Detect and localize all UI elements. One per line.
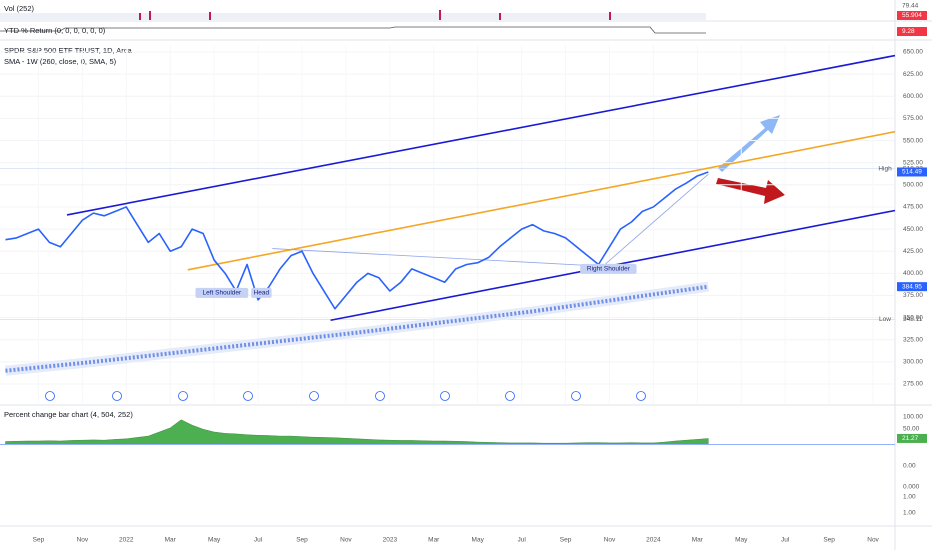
scale-label: 1.00 [903, 510, 916, 517]
trend-line [272, 248, 603, 267]
price-line [5, 171, 709, 310]
x-tick-label: Mar [165, 537, 177, 544]
annotation: Head [254, 290, 270, 297]
y-tick-label: 300.00 [903, 359, 923, 366]
dividend-markers [45, 391, 646, 401]
pane-title: Vol (252) [4, 4, 35, 13]
pane-title: Percent change bar chart (4, 504, 252) [4, 410, 133, 419]
pane-title: YTD % Return (0, 0, 0, 0, 0, 0) [4, 26, 106, 35]
y-tick-label: 450.00 [903, 226, 923, 233]
up-arrow [718, 115, 780, 172]
x-tick-label: Nov [867, 537, 879, 544]
x-tick-label: Mar [692, 537, 704, 544]
y-tick-label: 325.00 [903, 336, 923, 343]
x-tick-label: 2022 [119, 537, 134, 544]
high-label: High [878, 165, 892, 172]
y-tick-label: 475.00 [903, 204, 923, 211]
x-tick-label: Jul [254, 537, 263, 544]
y-tick-label: 275.00 [903, 381, 923, 388]
scale-label: 0.000 [903, 484, 920, 491]
x-tick-label: Sep [33, 537, 45, 544]
last-value: 21.27 [902, 435, 919, 442]
chart-subtitle: SMA - 1W (260, close, 0, SMA, 5) [4, 57, 117, 66]
trend-line [602, 173, 709, 267]
annotation: Right Shoulder [587, 266, 631, 273]
scale-label: 50.00 [903, 426, 920, 433]
x-tick-label: Sep [823, 537, 835, 544]
trend-line [187, 130, 896, 271]
y-tick-label: 425.00 [903, 248, 923, 255]
pane-value: 79.44 [902, 3, 919, 10]
y-tick-label: 375.00 [903, 292, 923, 299]
x-tick-label: Mar [428, 537, 440, 544]
scale-label: 1.00 [903, 494, 916, 501]
x-tick-label: Nov [604, 537, 616, 544]
y-tick-label: 625.00 [903, 71, 923, 78]
last-value-box [897, 282, 927, 292]
x-tick-label: May [472, 537, 485, 544]
low-value: 348.11 [903, 316, 923, 323]
y-tick-label: 400.00 [903, 270, 923, 277]
x-tick-label: Nov [77, 537, 89, 544]
y-tick-label: 650.00 [903, 49, 923, 56]
low-label: Low [879, 316, 891, 323]
pane-value: 55.904 [902, 12, 922, 19]
x-tick-label: Jul [781, 537, 790, 544]
annotation: Left Shoulder [202, 290, 242, 297]
axis-box [897, 2, 927, 11]
x-tick-label: May [735, 537, 748, 544]
y-tick-label: 350.00 [903, 314, 923, 321]
annotation-box [251, 287, 272, 298]
ytd-line [0, 26, 706, 34]
chart-title: SPDR S&P 500 ETF TRUST, 1D, Arca [4, 46, 133, 55]
x-tick-label: Nov [340, 537, 352, 544]
last-value-box [897, 433, 927, 443]
last-value: 514.49 [902, 169, 922, 176]
last-value-box [897, 167, 927, 177]
volume-strip [0, 13, 706, 20]
trend-line [66, 54, 896, 216]
y-tick-label: 575.00 [903, 115, 923, 122]
y-tick-label: 600.00 [903, 93, 923, 100]
percent-area [5, 419, 709, 445]
y-tick-label: 550.00 [903, 137, 923, 144]
x-tick-label: 2024 [646, 537, 661, 544]
axis-box [897, 27, 927, 36]
scale-label: 0.00 [903, 463, 916, 470]
x-tick-label: Sep [560, 537, 572, 544]
scale-label: 100.00 [903, 414, 923, 421]
x-tick-label: Jul [517, 537, 526, 544]
annotation-box [195, 287, 249, 298]
axis-box [897, 11, 927, 20]
y-tick-label: 525.00 [903, 159, 923, 166]
sma-line [5, 284, 709, 373]
x-tick-label: Sep [296, 537, 308, 544]
volume-spikes [139, 10, 611, 20]
x-tick-label: 2023 [383, 537, 398, 544]
y-tick-label: 500.00 [903, 182, 923, 189]
annotation-box [580, 263, 637, 274]
x-tick-label: May [208, 537, 221, 544]
pane-value: 9.28 [902, 28, 915, 35]
last-value: 384.95 [902, 283, 922, 290]
